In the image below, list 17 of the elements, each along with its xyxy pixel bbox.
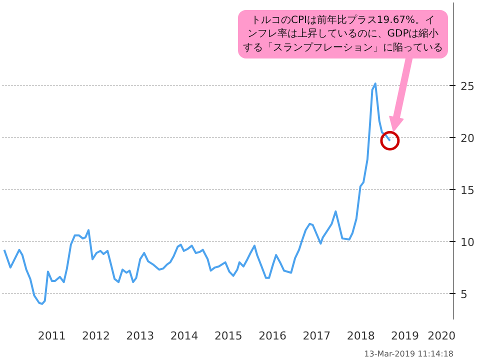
x-tick-label: 2017	[302, 330, 331, 342]
x-tick-label: 2015	[214, 330, 242, 342]
x-tick-label: 2011	[38, 330, 66, 342]
annotation: トルコのCPIは前年比プラス19.67%。インフレ率は上昇しているのに、GDPは縮小する「スランプフレーション」に陥っている	[243, 14, 444, 54]
x-tick-label: 2020	[428, 330, 456, 342]
y-tick-label: 25	[460, 80, 474, 94]
y-tick-label: 20	[460, 132, 474, 146]
x-tick-label: 2014	[170, 330, 198, 342]
x-tick-label: 2018	[346, 330, 375, 342]
x-tick-label: 2019	[390, 330, 419, 342]
x-tick-label: 2012	[82, 330, 110, 342]
x-tick-label: 2016	[258, 330, 287, 342]
y-tick-label: 10	[460, 236, 474, 250]
y-tick-label: 5	[460, 288, 468, 302]
text: 13-Mar-2019 11:14:18	[364, 350, 454, 358]
y-tick-label: 15	[460, 184, 474, 198]
x-tick-label: 2013	[126, 330, 154, 342]
